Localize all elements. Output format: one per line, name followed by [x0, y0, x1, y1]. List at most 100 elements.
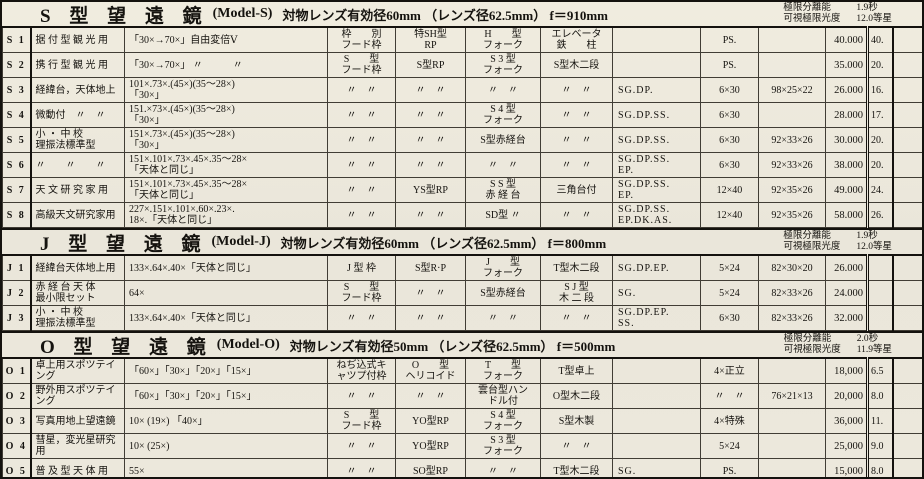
cell-use: 微動付 〃 〃	[30, 102, 125, 128]
section-j-limits: 極限分離能 1.9秒 可視極限光度 12.0等星	[783, 231, 892, 253]
cell-mag: 「60×」「30×」「20×」「15×」	[124, 383, 328, 409]
cell-stand: 三角台付	[540, 177, 613, 203]
cell-hood: 〃 〃	[327, 383, 396, 409]
cell-rp: 特SH型 RP	[395, 26, 466, 53]
cell-use: 彗星，変光星研究 用	[30, 433, 125, 459]
cell-finder: 6×30	[700, 102, 759, 128]
cell-mag: 133×.64×.40×「天体と同じ」	[124, 305, 328, 331]
cell-fork: J 型 フォーク	[465, 254, 541, 281]
cell-rp: O 型 ヘリコイド	[395, 357, 466, 384]
cell-use: 高級天文研究家用	[30, 202, 125, 228]
cell-acc: SG.DP.SS.	[612, 102, 701, 128]
cell-case: 92×35×26	[758, 202, 826, 228]
section-j-spec: 対物レンズ有効径60mm （レンズ径62.5mm） f＝800mm	[280, 235, 607, 251]
cell-hood: 〃 〃	[327, 102, 396, 128]
section-j-table: J 1 経緯台天体地上用 133×.64×.40×「天体と同じ」 J 型 枠 S型R·P…	[2, 254, 922, 331]
cell-hood: 〃 〃	[327, 305, 396, 331]
limit-resolution-label: 極限分離能	[783, 231, 831, 241]
cell-fork: 〃 〃	[465, 152, 541, 178]
limit-resolution-label: 極限分離能	[783, 334, 832, 344]
limit-magnitude-label: 可視極限光度	[783, 345, 841, 355]
cell-no: S 6	[2, 152, 32, 178]
cell-stand: S J 型 木 二 段	[540, 280, 613, 306]
cell-no: O 1	[2, 357, 32, 384]
cell-hood: 枠 別 フード枠	[327, 26, 396, 53]
section-s-model-code: (Model-S)	[212, 6, 273, 21]
limit-magnitude-value: 12.0等星	[856, 14, 892, 24]
cell-use: 据 付 型 観 光 用	[30, 26, 125, 53]
cell-mag: 227×.151×.101×.60×.23×. 18×.「天体と同じ」	[124, 202, 328, 228]
cell-case: 82×33×26	[758, 280, 826, 306]
cell-wt: 17.	[867, 102, 893, 128]
cell-no: J 1	[2, 254, 32, 281]
cell-hood: J 型 枠	[327, 254, 396, 281]
cell-finder: 6×30	[700, 305, 759, 331]
cell-finder: 4×正立	[700, 357, 759, 384]
section-j-title: J 型 望 遠 鏡 (Model-J) 対物レンズ有効径60mm （レンズ径62…	[2, 230, 922, 255]
cell-no: S 2	[2, 52, 32, 78]
cell-rp: 〃 〃	[395, 280, 466, 306]
cell-hood: S 型 フード枠	[327, 52, 396, 78]
cell-wt	[867, 254, 893, 281]
table-row: S 6 〃 〃 〃 151×.101×.73×.45×.35～28× 「天体と同じ」…	[2, 152, 922, 178]
cell-acc: SG.DP.SS. EP.DK.AS.	[612, 202, 701, 228]
cell-acc: SG.	[612, 458, 701, 477]
cell-price: 18,000	[825, 357, 869, 384]
cell-acc: SG.DP.EP.	[612, 254, 701, 281]
cell-use: 携 行 型 観 光 用	[30, 52, 125, 78]
cell-no: O 4	[2, 433, 32, 459]
cell-stand: 〃 〃	[540, 102, 613, 128]
cell-use: 写真用地上望遠鏡	[30, 408, 125, 434]
cell-blank	[891, 177, 922, 203]
cell-mag: 151×.101×.73×.45×.35～28× 「天体と同じ」	[124, 152, 328, 178]
cell-price: 20,000	[825, 383, 869, 409]
cell-price: 28.000	[825, 102, 869, 128]
cell-price: 40.000	[825, 26, 869, 53]
cell-finder: 12×40	[700, 177, 759, 203]
cell-no: O 3	[2, 408, 32, 434]
section-s-title-text: S 型 望 遠 鏡	[40, 5, 209, 27]
cell-use: 経緯台天体地上用	[30, 254, 125, 281]
cell-mag: 「30×→70×」自由変倍Ⅴ	[124, 26, 328, 53]
section-o-table: O 1 卓上用スポツテイ ング 「60×」「30×」「20×」「15×」 ねぢ込式キ …	[2, 357, 922, 477]
cell-fork: S S 型 赤 経 台	[465, 177, 541, 203]
cell-wt: 26.	[867, 202, 893, 228]
cell-acc	[612, 357, 701, 384]
cell-case	[758, 458, 826, 477]
cell-hood: S 型 フード枠	[327, 280, 396, 306]
cell-mag: 151×.73×.(45×)(35～28×) 「30×」	[124, 127, 328, 153]
cell-price: 49.000	[825, 177, 869, 203]
cell-stand: 〃 〃	[540, 77, 613, 103]
cell-acc	[612, 52, 701, 78]
cell-use: 〃 〃 〃	[30, 152, 125, 178]
cell-finder: 〃 〃	[700, 383, 759, 409]
cell-case	[758, 408, 826, 434]
table-row: O 3 写真用地上望遠鏡 10× (19×) 「40×」 S 型 フード枠 YO型RP S…	[2, 408, 922, 434]
table-row: S 4 微動付 〃 〃 151.×73×.(45×)(35～28×) 「30×」〃 …	[2, 102, 922, 128]
cell-hood: 〃 〃	[327, 202, 396, 228]
section-j-model-code: (Model-J)	[211, 234, 271, 249]
section-s-spec: 対物レンズ有効径60mm （レンズ径62.5mm） f＝910mm	[282, 7, 609, 23]
cell-case	[758, 52, 826, 78]
cell-mag: 「30×→70×」 〃 〃	[124, 52, 328, 78]
cell-case: 92×35×26	[758, 177, 826, 203]
cell-wt: 20.	[867, 152, 893, 178]
cell-fork: SD型 〃	[465, 202, 541, 228]
cell-hood: 〃 〃	[327, 152, 396, 178]
cell-case: 98×25×22	[758, 77, 826, 103]
cell-finder: PS.	[700, 458, 759, 477]
cell-stand: 〃 〃	[540, 127, 613, 153]
cell-fork: S 3 型 フォーク	[465, 52, 541, 78]
cell-rp: YO型RP	[395, 433, 466, 459]
cell-case: 76×21×13	[758, 383, 826, 409]
cell-price: 58.000	[825, 202, 869, 228]
cell-blank	[891, 408, 922, 434]
cell-use: 小 ・ 中 校 理振法標準型	[30, 305, 125, 331]
cell-blank	[891, 152, 922, 178]
